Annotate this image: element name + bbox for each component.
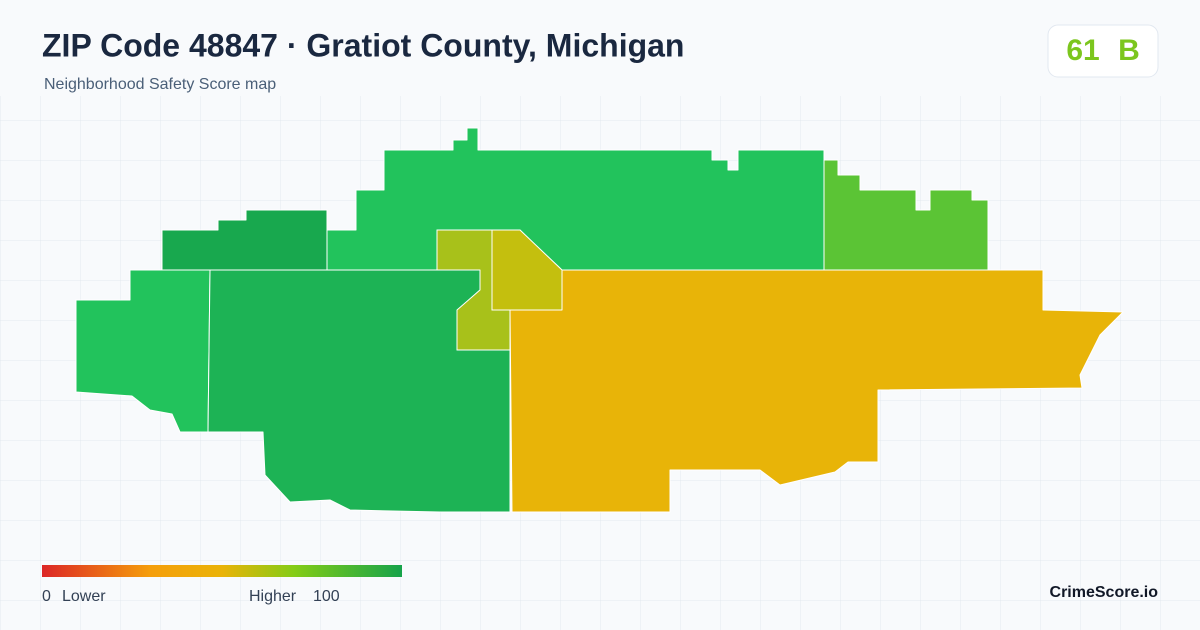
- score: 61: [1066, 34, 1099, 67]
- legend-min: 0: [42, 588, 51, 605]
- legend-max-label: Higher: [249, 588, 297, 605]
- legend-scale: [42, 565, 402, 577]
- legend-min-label: Lower: [62, 588, 106, 605]
- area: [823, 159, 989, 271]
- brand: CrimeScore.io: [1050, 584, 1159, 601]
- legend: 0 Lower Higher 100: [42, 565, 402, 605]
- subtitle: Neighborhood Safety Score map: [44, 76, 276, 93]
- grade: B: [1118, 34, 1140, 67]
- zip-areas: [75, 127, 1124, 513]
- badge-box: [1047, 24, 1159, 78]
- score-badge: 61 B: [1047, 24, 1159, 78]
- area: [509, 269, 1124, 513]
- title: ZIP Code 48847 · Gratiot County, Michiga…: [42, 27, 684, 63]
- legend-max: 100: [313, 588, 340, 605]
